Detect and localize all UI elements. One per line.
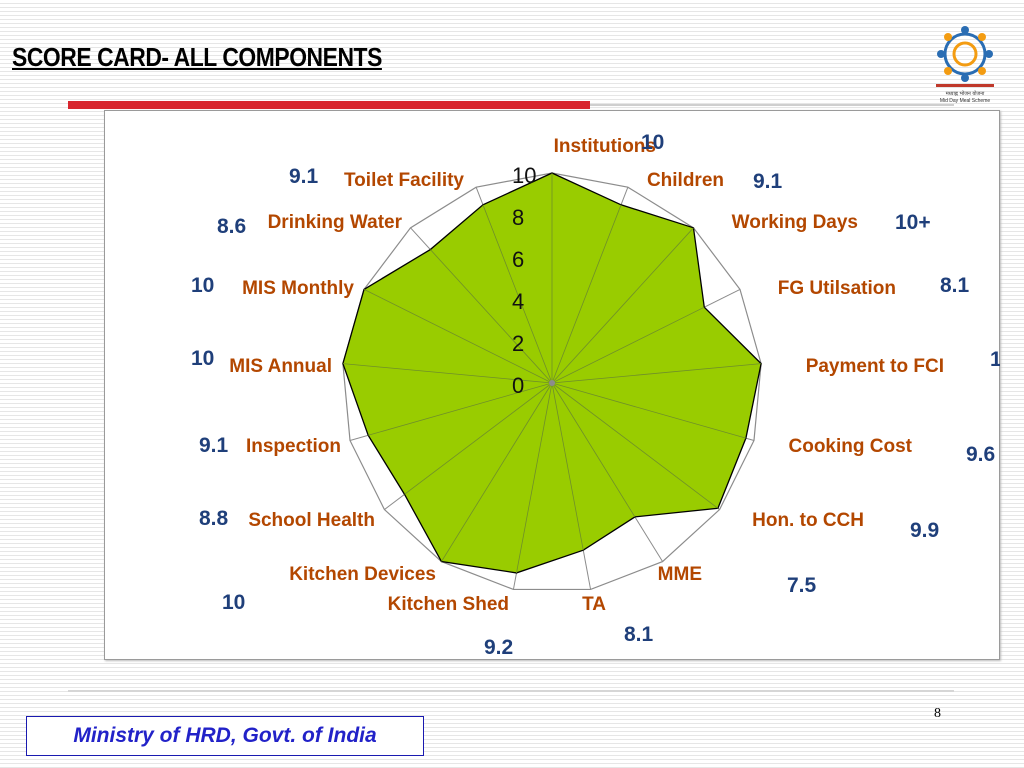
radar-category-label: Drinking Water	[268, 212, 403, 233]
footer-divider	[68, 690, 954, 692]
radar-inner-spoke	[342, 363, 553, 384]
radar-score-label: 10	[641, 131, 664, 154]
radar-inner-spoke	[441, 382, 553, 562]
radar-category-label: Kitchen Devices	[289, 564, 436, 585]
radar-score-label: 9.1	[289, 165, 319, 188]
radar-tick-label: 0	[512, 373, 524, 398]
radar-category-label: TA	[582, 594, 606, 615]
radar-score-label: 9.6	[966, 443, 995, 466]
mid-day-meal-logo: मध्याह्न भोजन योजना Mid Day Meal Scheme	[936, 26, 994, 104]
logo-emblem-icon	[937, 26, 993, 82]
radar-category-label: School Health	[248, 510, 375, 531]
radar-score-label: 10	[222, 591, 245, 614]
radar-category-label: FG Utilsation	[778, 278, 896, 299]
radar-inner-spoke	[551, 382, 747, 439]
radar-score-label: 8.6	[217, 215, 246, 238]
radar-inner-spoke	[404, 382, 553, 495]
radar-tick-label: 8	[512, 205, 524, 230]
logo-caption: मध्याह्न भोजन योजना	[946, 90, 985, 97]
logo-subcaption: Mid Day Meal Scheme	[940, 98, 991, 104]
radar-category-label: MIS Annual	[229, 356, 332, 377]
radar-inner-spoke	[551, 306, 705, 384]
radar-tick-label: 4	[512, 289, 524, 314]
radar-category-label: Working Days	[732, 212, 858, 233]
radar-category-label: Toilet Facility	[344, 170, 464, 191]
radar-category-label: Kitchen Shed	[388, 594, 509, 615]
radar-inner-spoke	[551, 363, 762, 384]
radar-category-label: Inspection	[246, 436, 341, 457]
radar-chart: 0 2 4 6 8 10 Institutions Children Working Days…	[191, 131, 1000, 659]
radar-inner-spoke	[516, 382, 553, 573]
radar-score-label: 7.5	[787, 574, 817, 597]
radar-category-label: Institutions	[554, 136, 656, 157]
radar-area-layer	[342, 172, 762, 574]
radar-score-label: 9.2	[484, 636, 513, 659]
radar-category-labels: Institutions Children Working Days FG Utils…	[229, 136, 944, 615]
radar-category-label: Payment to FCI	[806, 356, 944, 377]
radar-inner-spoke	[368, 382, 553, 436]
radar-inner-spoke	[551, 382, 636, 518]
radar-tick-label: 6	[512, 247, 524, 272]
radar-score-label: 8.1	[940, 274, 970, 297]
radar-score-label: 10	[191, 274, 214, 297]
header-accent-bar	[68, 101, 590, 109]
radar-category-label: Children	[647, 170, 724, 191]
radar-inner-spoke	[482, 204, 553, 384]
radar-inner-spoke	[551, 382, 719, 509]
page-number: 8	[934, 706, 941, 721]
ministry-footer: Ministry of HRD, Govt. of India	[26, 716, 424, 756]
radar-category-label: MME	[658, 564, 702, 585]
slide-title: SCORE CARD- ALL COMPONENTS	[12, 42, 382, 72]
radar-ticks: 0 2 4 6 8 10	[512, 163, 536, 398]
radar-category-label: Hon. to CCH	[752, 510, 864, 531]
radar-score-label: 8.1	[624, 623, 654, 646]
radar-inner-spoke	[551, 204, 622, 384]
radar-score-label: 9.1	[199, 434, 229, 457]
radar-score-label: 8.8	[199, 507, 229, 530]
radar-inner-spoke	[363, 289, 553, 384]
radar-score-label: 10+	[895, 211, 931, 234]
radar-inner-spoke	[551, 382, 584, 551]
radar-category-label: MIS Monthly	[242, 278, 354, 299]
radar-tick-label: 10	[512, 163, 536, 188]
radar-score-label: 10	[990, 348, 1000, 371]
radar-score-labels: 10 9.1 10+ 8.1 10 9.6 9.9 7.5 8.1 9.2 10 8.8 9.1 10 10…	[191, 131, 1000, 659]
radar-center	[549, 380, 555, 386]
radar-outer-ring	[342, 172, 762, 591]
radar-category-label: Cooking Cost	[789, 436, 913, 457]
radar-inner-spoke	[551, 227, 694, 384]
radar-score-label: 9.9	[910, 519, 939, 542]
radar-score-label: 10	[191, 347, 214, 370]
radar-inner-spoke	[430, 249, 553, 384]
radar-score-label: 9.1	[753, 170, 783, 193]
radar-tick-label: 2	[512, 331, 524, 356]
